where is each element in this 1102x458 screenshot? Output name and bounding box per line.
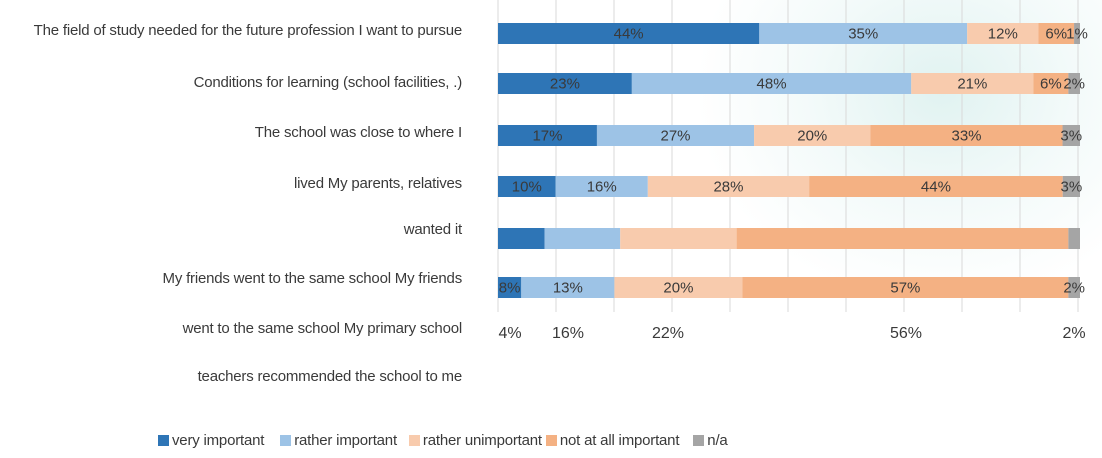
legend-item: n/a — [693, 432, 728, 449]
bar-segment — [555, 176, 648, 197]
legend-item: very important — [158, 432, 264, 449]
data-label: 28% — [713, 179, 743, 196]
legend-item: not at all important — [545, 432, 680, 449]
data-label: 57% — [890, 280, 920, 297]
bar-segment — [498, 125, 597, 146]
category-label: teachers recommended the school to me — [197, 368, 463, 385]
data-label: 13% — [553, 280, 583, 297]
data-label: 44% — [921, 179, 951, 196]
data-label: 20% — [797, 128, 827, 145]
category-label: The school was close to where I — [254, 124, 462, 141]
bottom-label: 2% — [1062, 325, 1085, 342]
legend-label: rather important — [294, 432, 397, 449]
bar-segment — [1068, 277, 1080, 298]
data-label: 1% — [1066, 26, 1088, 43]
data-label: 33% — [951, 128, 981, 145]
bar-segment — [1033, 73, 1069, 94]
legend: very important rather important rather u… — [158, 432, 740, 449]
bar-segment — [498, 176, 556, 197]
category-label: Conditions for learning (school faciliti… — [193, 74, 463, 91]
legend-label: n/a — [707, 432, 728, 449]
data-label: 23% — [550, 76, 580, 93]
bar-segment — [759, 23, 968, 44]
bar-segment — [521, 277, 615, 298]
bar-segment — [1062, 125, 1080, 146]
bar-segment — [647, 176, 810, 197]
category-label: wanted it — [403, 221, 462, 238]
bar-segment — [631, 73, 912, 94]
bar-segment — [498, 277, 522, 298]
category-label: lived My parents, relatives — [293, 175, 462, 192]
category-label: The field of study needed for the future… — [33, 22, 463, 39]
bar-segment — [809, 176, 1063, 197]
bar-segment — [544, 228, 621, 249]
data-label: 3% — [1061, 179, 1083, 196]
bar-segment — [596, 125, 755, 146]
data-label: 35% — [848, 26, 878, 43]
category-label: went to the same school My primary schoo… — [182, 320, 463, 337]
legend-item: rather unimportant — [408, 432, 542, 449]
data-label: 17% — [532, 128, 562, 145]
bar-segment — [736, 228, 1069, 249]
legend-item: rather important — [280, 432, 397, 449]
bar-segment — [1074, 23, 1080, 44]
data-label: 2% — [1063, 76, 1085, 93]
bar-segment — [1068, 73, 1080, 94]
bottom-label: 56% — [890, 325, 922, 342]
data-label: 44% — [614, 26, 644, 43]
bar-segment — [911, 73, 1034, 94]
category-label: My friends went to the same school My fr… — [162, 270, 463, 287]
legend-swatch — [280, 435, 292, 446]
legend-swatch — [545, 435, 557, 446]
bottom-label: 16% — [552, 325, 584, 342]
legend-label: very important — [172, 432, 265, 449]
data-label: 48% — [757, 76, 787, 93]
bar-segment — [498, 23, 760, 44]
legend-label: not at all important — [559, 432, 680, 449]
data-label: 6% — [1045, 26, 1067, 43]
bar-segment — [1038, 23, 1075, 44]
bottom-label: 22% — [652, 325, 684, 342]
data-label: 27% — [660, 128, 690, 145]
data-label: 21% — [957, 76, 987, 93]
data-label: 10% — [512, 179, 542, 196]
bar-segment — [498, 228, 545, 249]
legend-swatch — [158, 435, 169, 446]
bottom-label: 4% — [498, 325, 521, 342]
data-label: 3% — [1060, 128, 1082, 145]
data-label: 20% — [663, 280, 693, 297]
bar-segment — [1068, 228, 1080, 249]
bar-segment — [620, 228, 737, 249]
data-label: 2% — [1063, 280, 1085, 297]
data-label: 6% — [1040, 76, 1062, 93]
bar-segment — [754, 125, 871, 146]
bar-segment — [1062, 176, 1080, 197]
bar-segment — [498, 73, 632, 94]
bar-segment — [870, 125, 1063, 146]
bar-segment — [967, 23, 1039, 44]
legend-swatch — [693, 435, 705, 446]
data-label: 12% — [988, 26, 1018, 43]
bar-segment — [614, 277, 743, 298]
data-label: 8% — [499, 280, 521, 297]
data-label: 16% — [587, 179, 617, 196]
bar-segment — [742, 277, 1069, 298]
legend-label: rather unimportant — [422, 432, 542, 449]
legend-swatch — [408, 435, 420, 446]
